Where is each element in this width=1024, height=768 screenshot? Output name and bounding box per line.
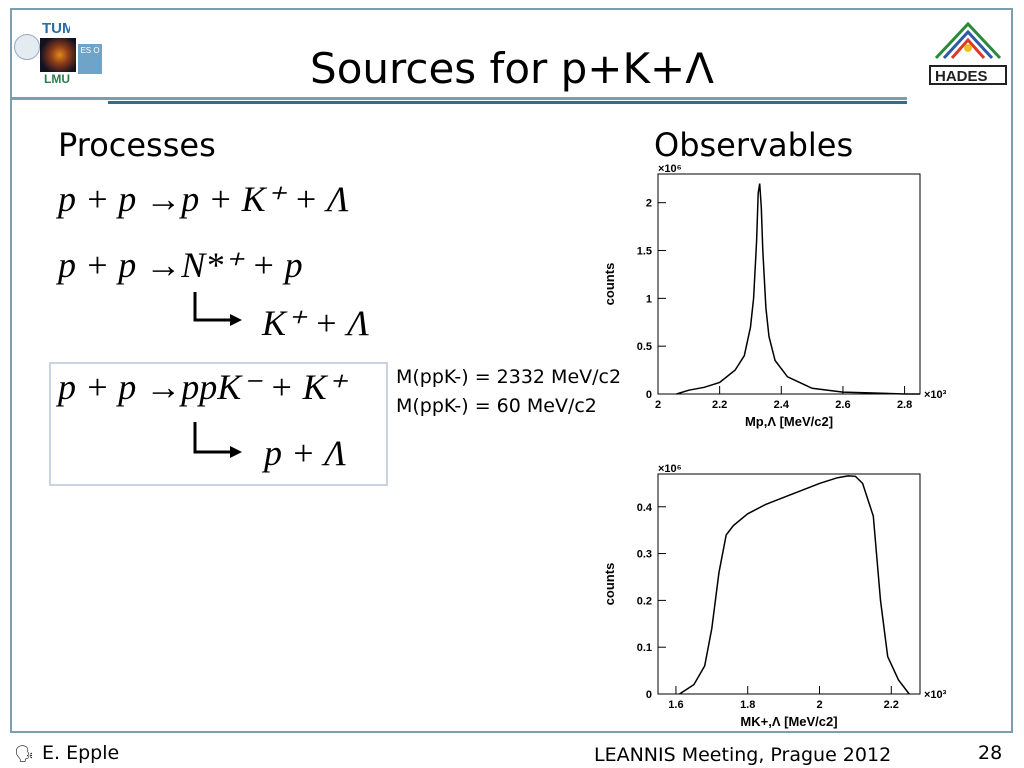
hades-logo-icon: HADES (929, 21, 1007, 85)
y-multiplier: ×10⁶ (658, 163, 682, 175)
x-tick-label: 1.6 (668, 699, 683, 711)
decay-arrow-icon (193, 422, 242, 458)
mpi-logo (14, 34, 40, 60)
highlight-box (49, 362, 388, 486)
y-tick-label: 0.3 (637, 549, 652, 561)
equation-1: p + p →p + K⁺ + Λ (58, 179, 349, 219)
y-tick-label: 1 (646, 293, 652, 305)
equation-3: p + p →ppK⁻ + K⁺ (58, 367, 346, 407)
y-tick-label: 0.5 (637, 341, 652, 353)
hades-logo: HADES (928, 16, 1008, 88)
x-tick-label: 2.2 (884, 699, 899, 711)
y-tick-label: 0 (646, 389, 652, 401)
y-multiplier: ×10⁶ (658, 463, 682, 475)
y-axis-label: counts (602, 263, 617, 306)
svg-text:TUM: TUM (42, 20, 70, 37)
series-line (679, 475, 910, 695)
y-tick-label: 1.5 (637, 246, 652, 258)
x-axis-label: Mp,Λ [MeV/c2] (745, 414, 833, 429)
plot-frame (657, 473, 921, 695)
x-axis-label: MK+,Λ [MeV/c2] (740, 714, 837, 729)
tum-logo-icon: TUM (40, 16, 75, 38)
title-rule-accent (108, 101, 907, 104)
x-tick-label: 2 (816, 699, 822, 711)
svg-text:HADES: HADES (935, 68, 988, 85)
footer-meeting: LEANNIS Meeting, Prague 2012 (594, 744, 892, 766)
page-number: 28 (978, 742, 1003, 764)
mass-line-1: M(ppK-) = 2332 MeV/c2 (396, 366, 622, 388)
slide-title: Sources for p+K+Λ (310, 44, 714, 93)
mass-line-2: M(ppK-) = 60 MeV/c2 (396, 395, 597, 417)
y-tick-label: 2 (646, 198, 652, 210)
y-axis-label: counts (602, 563, 617, 606)
x-tick-label: 2.6 (835, 399, 850, 411)
equation-2-decay: K⁺ + Λ (262, 303, 370, 343)
equation-3-decay: p + Λ (264, 433, 347, 473)
slide-frame (10, 8, 1013, 733)
eso-logo: ES O (78, 44, 102, 74)
x-multiplier: ×10³ (924, 689, 947, 701)
decay-arrow-icon (193, 292, 242, 326)
x-tick-label: 1.8 (740, 699, 755, 711)
series-line (676, 183, 920, 395)
chart-mass-p-lambda: 2 2.2 2.4 2.6 2.8 0 0.5 1 1.5 2 Mp,Λ [MeV/c2] count… (602, 163, 947, 429)
plot-frame (657, 173, 921, 395)
speaker-icon: 🗣 (14, 746, 35, 763)
footer-author: E. Epple (42, 742, 120, 764)
y-tick-label: 0.4 (637, 502, 653, 514)
title-rule (10, 97, 907, 100)
x-multiplier: ×10³ (924, 389, 947, 401)
x-tick-label: 2.2 (712, 399, 727, 411)
y-tick-label: 0.2 (637, 595, 652, 607)
x-tick-label: 2.4 (774, 399, 790, 411)
x-tick-label: 2 (655, 399, 661, 411)
chart-mass-k-lambda: 1.6 1.8 2 2.2 0 0.1 0.2 0.3 0.4 MK+,Λ [MeV/c2] cou… (602, 463, 947, 729)
y-tick-label: 0.1 (637, 642, 652, 654)
lmu-logo: LMU (44, 72, 70, 86)
tum-logo: TUM (40, 16, 75, 38)
processes-heading: Processes (58, 126, 216, 164)
equation-2: p + p →N*⁺ + p (58, 245, 303, 285)
galaxy-image (40, 38, 76, 72)
x-tick-label: 2.8 (897, 399, 912, 411)
y-tick-label: 0 (646, 689, 652, 701)
observables-heading: Observables (654, 126, 854, 164)
